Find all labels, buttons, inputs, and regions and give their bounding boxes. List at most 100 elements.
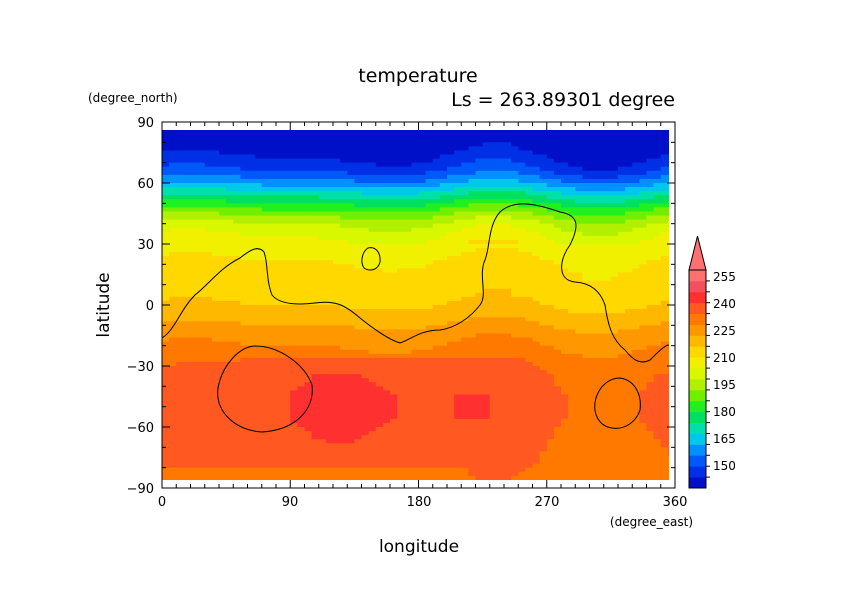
field-cell: [382, 349, 391, 355]
field-cell: [311, 211, 320, 217]
field-cell: [568, 280, 576, 286]
field-cell: [468, 337, 477, 343]
field-cell: [482, 276, 491, 282]
field-cell: [625, 158, 633, 164]
field-cell: [268, 296, 277, 302]
field-cell: [582, 187, 591, 192]
field-cell: [525, 280, 534, 286]
field-cell: [496, 333, 505, 339]
field-cell: [340, 390, 348, 396]
field-cell: [632, 170, 640, 176]
field-cell: [233, 292, 241, 298]
field-cell: [625, 357, 633, 363]
field-cell: [518, 235, 526, 241]
field-cell: [219, 280, 227, 286]
field-cell: [162, 191, 170, 196]
field-cell: [382, 162, 391, 168]
field-cell: [425, 130, 434, 135]
field-cell: [254, 178, 263, 184]
field-cell: [404, 195, 412, 200]
field-cell: [603, 309, 612, 314]
field-cell: [475, 374, 484, 379]
field-cell: [226, 130, 234, 135]
field-cell: [233, 272, 241, 278]
field-cell: [439, 317, 448, 322]
field-cell: [297, 284, 306, 290]
field-cell: [368, 386, 377, 391]
field-cell: [347, 162, 355, 168]
field-cell: [411, 264, 420, 269]
field-cell: [625, 300, 633, 306]
field-cell: [261, 329, 270, 335]
field-cell: [660, 211, 669, 217]
field-cell: [226, 264, 234, 269]
field-cell: [625, 248, 633, 253]
field-cell: [603, 341, 612, 347]
field-cell: [496, 211, 505, 217]
field-cell: [475, 162, 484, 168]
field-cell: [325, 366, 334, 371]
field-cell: [190, 264, 199, 269]
field-cell: [532, 134, 541, 139]
field-cell: [290, 305, 298, 310]
field-cell: [561, 166, 569, 172]
field-cell: [632, 191, 640, 196]
field-cell: [603, 203, 612, 208]
field-cell: [197, 353, 206, 359]
field-cell: [333, 280, 341, 286]
field-cell: [489, 154, 498, 160]
field-cell: [653, 248, 662, 253]
field-cell: [190, 183, 199, 188]
field-cell: [325, 203, 334, 208]
field-cell: [318, 154, 327, 160]
field-cell: [411, 337, 420, 343]
field-cell: [468, 256, 477, 261]
field-cell: [496, 317, 505, 322]
field-cell: [169, 305, 177, 310]
field-cell: [340, 280, 348, 286]
field-cell: [447, 146, 455, 152]
field-cell: [596, 187, 605, 192]
field-cell: [432, 170, 441, 176]
field-cell: [525, 256, 534, 261]
field-cell: [596, 174, 605, 180]
field-cell: [325, 333, 334, 339]
field-cell: [667, 170, 669, 176]
field-cell: [553, 256, 562, 261]
field-cell: [183, 239, 192, 245]
field-cell: [625, 162, 633, 168]
field-cell: [447, 268, 455, 274]
field-cell: [183, 227, 192, 233]
field-cell: [411, 317, 420, 322]
field-cell: [496, 305, 505, 310]
field-cell: [219, 211, 227, 217]
field-cell: [496, 309, 505, 314]
field-cell: [532, 244, 541, 249]
field-cell: [311, 341, 320, 347]
field-cell: [532, 219, 541, 225]
field-cell: [447, 276, 455, 282]
field-cell: [219, 207, 227, 213]
field-cell: [518, 349, 526, 355]
field-cell: [447, 337, 455, 343]
field-cell: [589, 341, 598, 347]
field-cell: [525, 195, 534, 200]
field-cell: [283, 231, 291, 237]
field-cell: [219, 244, 227, 249]
field-cell: [461, 187, 469, 192]
field-cell: [553, 195, 562, 200]
field-cell: [233, 227, 241, 233]
field-cell: [304, 219, 313, 225]
field-cell: [390, 394, 398, 400]
field-cell: [646, 268, 655, 274]
field-cell: [667, 321, 669, 326]
field-cell: [261, 178, 270, 184]
field-cell: [546, 252, 555, 257]
field-cell: [660, 215, 669, 221]
field-cell: [268, 203, 277, 208]
field-cell: [561, 244, 569, 249]
field-cell: [454, 288, 462, 294]
field-cell: [333, 398, 341, 404]
field-cell: [333, 122, 341, 127]
field-cell: [575, 398, 583, 404]
